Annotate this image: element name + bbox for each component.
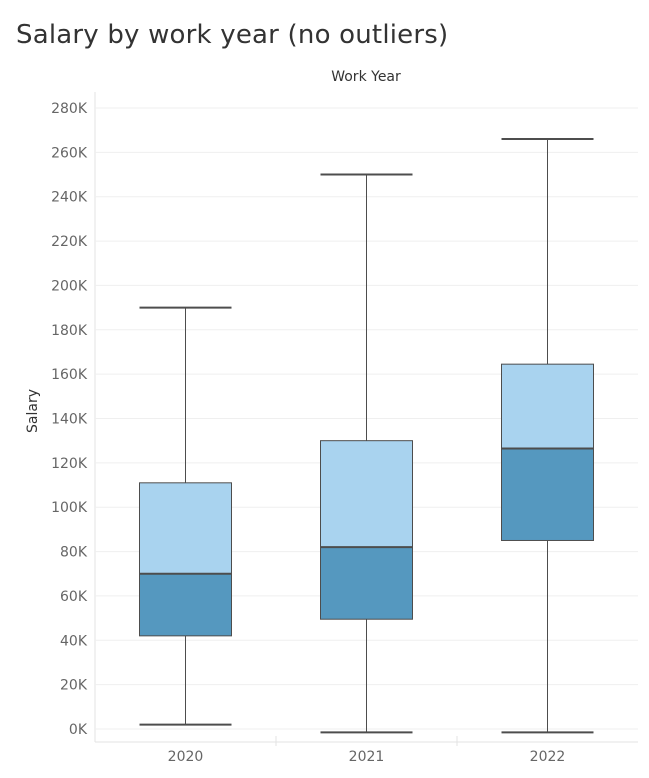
y-tick-label: 140K — [51, 412, 88, 428]
box-upper-half — [501, 363, 594, 449]
y-tick-label: 0K — [69, 722, 88, 738]
y-tick-label: 180K — [51, 323, 88, 339]
y-tick-label: 120K — [51, 456, 88, 472]
box-lower-half — [139, 573, 232, 637]
y-tick-label: 40K — [60, 633, 88, 649]
box-upper-half — [139, 482, 232, 575]
x-tick-label: 2020 — [168, 749, 204, 765]
y-tick-label: 280K — [51, 101, 88, 117]
y-tick-label: 200K — [51, 278, 88, 294]
box-2020 — [139, 306, 232, 726]
y-tick-label: 220K — [51, 234, 88, 250]
y-tick-label: 60K — [60, 589, 88, 605]
box-lower-half — [320, 546, 413, 620]
chart-title: Salary by work year (no outliers) — [16, 20, 449, 50]
x-tick-label: 2022 — [530, 749, 566, 765]
y-tick-label: 80K — [60, 545, 88, 561]
y-axis-ticks: 0K 20K 40K 60K 80K 100K 120K 140K 160K 180K 200K 22… — [51, 101, 88, 738]
y-tick-label: 100K — [51, 500, 88, 516]
y-axis-label: Salary — [25, 389, 41, 433]
y-tick-label: 20K — [60, 678, 88, 694]
box-2021 — [320, 173, 413, 734]
column-header: Work Year — [331, 69, 401, 85]
x-tick-label: 2021 — [349, 749, 385, 765]
box-upper-half — [320, 440, 413, 548]
y-tick-label: 260K — [51, 145, 88, 161]
y-tick-label: 160K — [51, 367, 88, 383]
y-tick-label: 240K — [51, 190, 88, 206]
x-axis-ticks: 2020 2021 2022 — [168, 749, 566, 765]
boxes — [139, 138, 594, 734]
box-2022 — [501, 138, 594, 734]
box-lower-half — [501, 447, 594, 541]
